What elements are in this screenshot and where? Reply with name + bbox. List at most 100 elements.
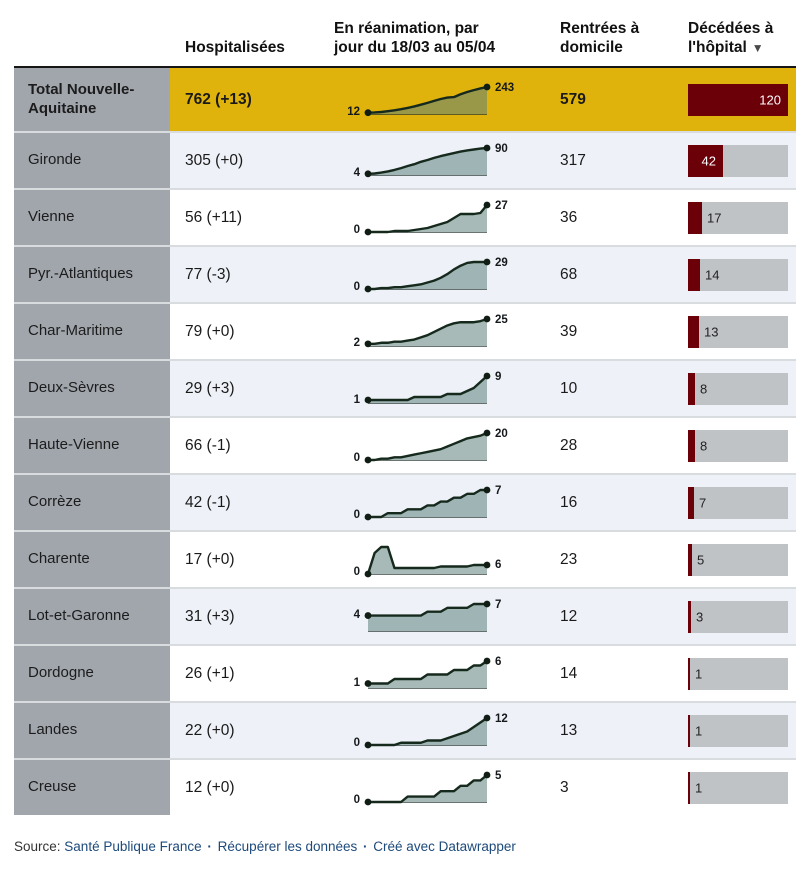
sparkline-start-value: 0 xyxy=(353,793,360,806)
home-value: 3 xyxy=(560,778,569,796)
home-value: 579 xyxy=(560,90,586,108)
sort-desc-icon[interactable]: ▼ xyxy=(751,40,764,55)
table-row: Dordogne 26 (+1) 1 6 14 1 xyxy=(14,644,796,701)
sparkline-chart xyxy=(364,657,491,689)
sparkline-end-value: 7 xyxy=(495,598,502,611)
deaths-bar-track: 120 xyxy=(688,83,788,116)
hospitalized-value: 762 (+13) xyxy=(185,90,252,108)
hospitalized-value: 305 (+0) xyxy=(185,151,244,169)
sparkline-start-value: 4 xyxy=(353,609,360,622)
region-label: Vienne xyxy=(14,190,170,245)
deaths-cell: 3 xyxy=(684,589,796,644)
home-value: 14 xyxy=(560,664,578,682)
sparkline-path xyxy=(368,716,488,746)
header-deaths[interactable]: Décédées à l'hôpital ▼ xyxy=(684,19,796,57)
hospitalized-value: 42 (-1) xyxy=(185,493,231,511)
deaths-bar xyxy=(688,714,690,747)
sparkline-end-dot xyxy=(483,258,491,265)
datawrapper-link[interactable]: Créé avec Datawrapper xyxy=(373,839,516,854)
reanimation-cell: 0 12 xyxy=(330,703,550,758)
sparkline-start-dot xyxy=(364,679,372,687)
reanimation-cell: 0 27 xyxy=(330,190,550,245)
sparkline: 4 90 xyxy=(330,141,550,181)
reanimation-cell: 0 6 xyxy=(330,532,550,587)
sparkline-area xyxy=(368,774,487,802)
hospitalized-value: 66 (-1) xyxy=(185,436,231,454)
home-value: 10 xyxy=(560,379,578,397)
sparkline-chart xyxy=(364,600,491,632)
deaths-cell: 14 xyxy=(684,247,796,302)
sparkline-end-value: 5 xyxy=(495,769,502,782)
sparkline: 2 25 xyxy=(330,312,550,352)
home-value: 13 xyxy=(560,721,578,739)
deaths-cell: 120 xyxy=(684,68,796,131)
hospitalized-value: 31 (+3) xyxy=(185,607,235,625)
region-label: Dordogne xyxy=(14,646,170,701)
region-label: Char-Maritime xyxy=(14,304,170,359)
source-prefix: Source: xyxy=(14,839,61,854)
sparkline-start-value: 1 xyxy=(353,393,360,406)
source-link[interactable]: Santé Publique France xyxy=(64,839,202,854)
deaths-cell: 17 xyxy=(684,190,796,245)
deaths-value: 8 xyxy=(700,381,708,396)
reanimation-cell: 4 90 xyxy=(330,133,550,188)
sparkline-path xyxy=(368,773,488,803)
sparkline: 0 6 xyxy=(330,540,550,580)
sparkline-start-value: 0 xyxy=(353,451,360,464)
hospitalized-value: 29 (+3) xyxy=(185,379,235,397)
sparkline-end-dot xyxy=(483,486,491,493)
sparkline-chart xyxy=(364,144,491,177)
sparkline-start-dot xyxy=(364,741,372,748)
sparkline-end-dot xyxy=(483,429,491,436)
sparkline-chart xyxy=(364,201,491,235)
sparkline-start-value: 0 xyxy=(353,565,360,578)
sparkline-path xyxy=(368,203,488,233)
sparkline: 0 27 xyxy=(330,198,550,238)
table-row: Charente 17 (+0) 0 6 23 5 xyxy=(14,530,796,587)
table-rows: Total Nouvelle-Aquitaine 762 (+13) 12 24… xyxy=(14,66,796,815)
sparkline: 0 7 xyxy=(330,483,550,523)
reanimation-cell: 1 9 xyxy=(330,361,550,416)
header-home: Rentrées à domicile xyxy=(560,19,640,56)
table-row: Creuse 12 (+0) 0 5 3 1 xyxy=(14,758,796,815)
home-value: 36 xyxy=(560,208,578,226)
datawrapper-table: Hospitalisées En réanimation, par jour d… xyxy=(14,19,796,854)
sparkline-start-value: 0 xyxy=(353,508,360,521)
hospitalized-value: 17 (+0) xyxy=(185,550,235,568)
home-value: 23 xyxy=(560,550,578,568)
sparkline-end-dot xyxy=(483,657,491,664)
sparkline-end-dot xyxy=(483,144,491,151)
sparkline-start-value: 0 xyxy=(353,280,360,293)
region-label: Deux-Sèvres xyxy=(14,361,170,416)
deaths-cell: 7 xyxy=(684,475,796,530)
deaths-bar xyxy=(688,771,690,804)
get-data-link[interactable]: Récupérer les données xyxy=(217,839,358,854)
sparkline-start-dot xyxy=(364,285,372,292)
sparkline-chart xyxy=(364,545,491,577)
deaths-value: 7 xyxy=(699,495,707,510)
hospitalized-value: 56 (+11) xyxy=(185,208,243,226)
reanimation-cell: 4 7 xyxy=(330,589,550,644)
deaths-value: 42 xyxy=(701,153,716,168)
deaths-bar xyxy=(688,201,702,234)
hospitalized-value: 79 (+0) xyxy=(185,322,235,340)
sparkline-chart xyxy=(364,258,491,292)
sparkline-chart xyxy=(364,372,491,404)
sparkline-path xyxy=(367,85,488,114)
sparkline-start-dot xyxy=(364,611,372,619)
sparkline-chart xyxy=(364,486,491,520)
deaths-bar xyxy=(688,315,699,348)
deaths-value: 14 xyxy=(705,267,720,282)
sparkline-area xyxy=(368,375,487,403)
sparkline-end-dot xyxy=(483,83,491,90)
table-row: Corrèze 42 (-1) 0 7 16 7 xyxy=(14,473,796,530)
sparkline-start-value: 0 xyxy=(353,736,360,749)
deaths-cell: 1 xyxy=(684,646,796,701)
deaths-value: 120 xyxy=(759,92,781,107)
deaths-bar xyxy=(688,600,691,633)
deaths-value: 17 xyxy=(707,210,722,225)
deaths-bar xyxy=(688,486,694,519)
reanimation-cell: 0 20 xyxy=(330,418,550,473)
sparkline-start-dot xyxy=(364,228,372,235)
separator-dot: · xyxy=(363,839,368,854)
